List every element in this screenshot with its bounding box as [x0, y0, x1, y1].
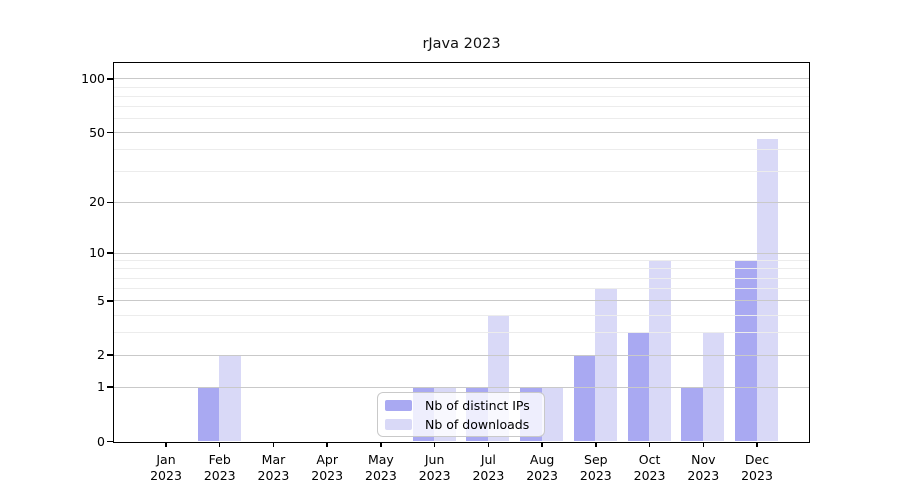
x-label-month: Feb: [208, 452, 231, 467]
minor-gridline: [114, 288, 809, 290]
minor-gridline: [114, 332, 809, 334]
major-gridline: [114, 132, 809, 134]
major-gridline: [114, 354, 809, 356]
x-label-month: Oct: [638, 452, 661, 467]
x-label-year: 2023: [472, 467, 505, 483]
x-label-month: Jul: [480, 452, 496, 467]
major-gridline: [114, 386, 809, 388]
bar-feb-downloads: [219, 354, 241, 441]
x-label-month: Jun: [424, 452, 445, 467]
x-label-year: 2023: [687, 467, 720, 483]
x-tick-label: Mar 2023: [245, 452, 301, 483]
x-label-year: 2023: [633, 467, 666, 483]
x-label-year: 2023: [418, 467, 451, 483]
major-gridline: [114, 252, 809, 254]
bar-dec-ips: [735, 260, 757, 441]
legend-label: Nb of distinct IPs: [425, 397, 530, 413]
minor-gridline: [114, 277, 809, 279]
minor-gridline: [114, 268, 809, 270]
legend-row: Nb of distinct IPs: [385, 397, 536, 413]
bar-nov-downloads: [702, 332, 725, 441]
x-label-year: 2023: [579, 467, 612, 483]
x-tick-label: Jul 2023: [460, 452, 516, 483]
major-gridline: [114, 300, 809, 302]
x-label-year: 2023: [365, 467, 397, 483]
legend-swatch-distinct-ips: [385, 399, 412, 411]
x-label-month: Mar: [261, 452, 286, 467]
minor-gridline: [114, 171, 809, 173]
x-tick-label: Jan 2023: [138, 452, 194, 483]
x-label-year: 2023: [526, 467, 559, 483]
x-label-year: 2023: [311, 467, 344, 483]
minor-gridline: [114, 106, 809, 108]
bar-oct-downloads: [649, 260, 671, 441]
x-tick-label: Apr 2023: [299, 452, 355, 483]
y-tick-label: 100: [81, 70, 105, 86]
legend-label: Nb of downloads: [425, 416, 530, 432]
x-tick-label: Sep 2023: [568, 452, 624, 483]
x-tick-label: Jun 2023: [407, 452, 463, 483]
bar-sep-downloads: [595, 288, 617, 441]
x-label-month: Apr: [316, 452, 338, 467]
x-label-year: 2023: [150, 467, 182, 483]
x-label-year: 2023: [741, 467, 773, 483]
bar-sep-ips: [573, 354, 596, 441]
x-label-month: Dec: [744, 452, 770, 467]
x-tick-label: Feb 2023: [192, 452, 248, 483]
x-label-month: May: [367, 452, 394, 467]
x-label-month: Jan: [156, 452, 176, 467]
x-label-month: Sep: [584, 452, 608, 467]
minor-gridline: [114, 86, 809, 88]
bar-dec-downloads: [756, 138, 779, 441]
minor-gridline: [114, 149, 809, 151]
x-label-month: Aug: [529, 452, 555, 467]
bar-nov-ips: [681, 386, 703, 441]
x-tick-label: Aug 2023: [514, 452, 570, 483]
x-tick-label: Oct 2023: [622, 452, 678, 483]
minor-gridline: [114, 314, 809, 316]
legend: Nb of distinct IPs Nb of downloads: [377, 392, 545, 437]
plot-area: [113, 62, 810, 443]
x-tick-label: May 2023: [353, 452, 409, 483]
major-gridline: [114, 78, 809, 80]
y-tick-label: 10: [89, 245, 105, 261]
x-tick-label: Nov 2023: [675, 452, 731, 483]
bar-oct-ips: [627, 332, 650, 441]
x-label-month: Nov: [691, 452, 716, 467]
legend-row: Nb of downloads: [385, 416, 536, 432]
y-tick-label: 20: [89, 194, 105, 210]
x-label-year: 2023: [203, 467, 236, 483]
minor-gridline: [114, 118, 809, 120]
bar-feb-ips: [197, 386, 220, 441]
y-tick-label: 0: [97, 433, 105, 449]
y-tick-label: 2: [97, 347, 105, 363]
y-tick-label: 5: [97, 292, 105, 308]
y-tick-label: 1: [97, 379, 105, 395]
x-label-year: 2023: [257, 467, 290, 483]
y-tick-label: 50: [89, 124, 105, 140]
bar-aug-downloads: [541, 386, 564, 441]
x-tick-label: Dec 2023: [729, 452, 785, 483]
chart-title: rJava 2023: [422, 36, 501, 52]
legend-swatch-downloads: [385, 418, 412, 430]
minor-gridline: [114, 260, 809, 262]
minor-gridline: [114, 95, 809, 97]
major-gridline: [114, 201, 809, 203]
